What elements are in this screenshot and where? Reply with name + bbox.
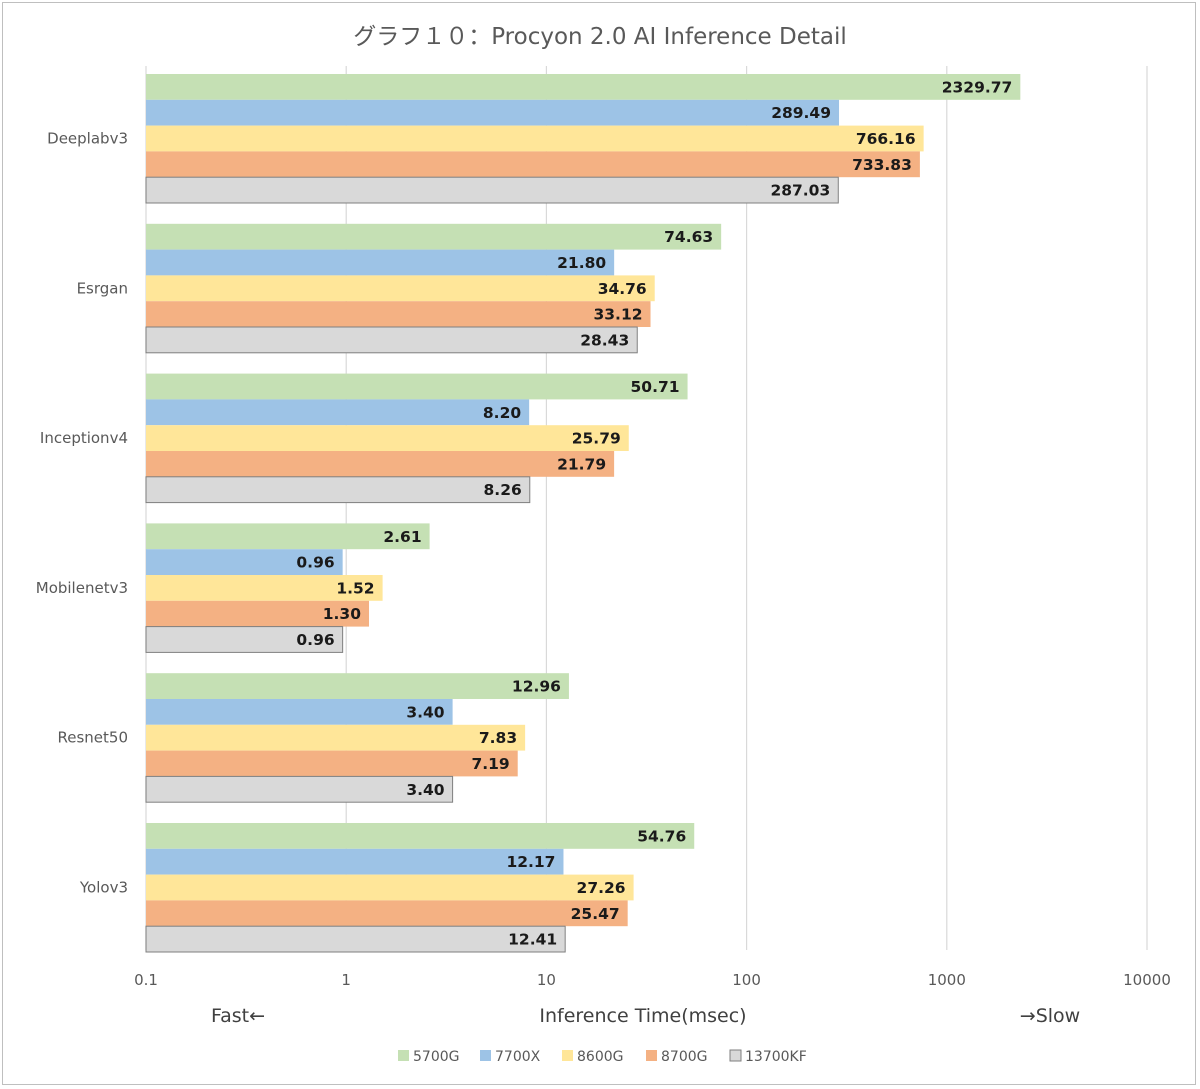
bar-5700G [146,673,569,699]
bar-8700G [146,301,651,327]
data-label: 8.20 [483,404,521,422]
bar-5700G [146,823,695,849]
data-label: 25.47 [571,905,620,923]
category-label: Inceptionv4 [40,429,128,447]
legend-label: 8600G [577,1049,623,1065]
data-label: 21.80 [557,254,606,272]
category-label: Resnet50 [58,729,129,747]
bar-8600G [146,125,924,152]
bar-8700G [146,900,628,927]
bar-13700KF [145,626,344,653]
x-tick-label: 100 [732,971,761,989]
data-label: 74.63 [664,228,713,246]
legend-swatch [729,1049,742,1062]
bar-8700G [146,151,920,178]
bar-7700X [146,549,343,575]
chart-title: グラフ１０：Procyon 2.0 AI Inference Detail [353,24,847,50]
x-axis-label: Inference Time(msec) [539,1005,746,1027]
data-label: 0.96 [296,554,334,572]
bar-13700KF [145,925,566,953]
data-label: 25.79 [572,430,621,448]
x-tick-label: 10 [537,971,556,989]
category-label: Esrgan [77,279,128,297]
data-label: 733.83 [852,156,912,174]
category-label: Yolov3 [79,879,128,897]
data-label: 12.41 [508,931,557,949]
bar-13700KF [145,476,531,504]
bar-5700G [146,373,688,400]
bar-7700X [146,699,453,725]
legend-swatch [646,1050,657,1061]
bar-8600G [146,575,383,601]
bar-5700G [146,223,722,250]
bar-8600G [146,425,629,451]
bar-8600G [146,724,526,751]
x-tick-labels: 0.1 1 10 100 1000 10000 [134,971,1171,989]
data-label: 0.96 [296,631,334,649]
data-label: 3.40 [406,703,444,721]
data-label: 27.26 [577,879,626,897]
bar-7700X [146,99,840,126]
data-label: 54.76 [637,827,686,845]
data-label: 3.40 [406,781,444,799]
x-tick-label: 0.1 [134,971,158,989]
data-label: 28.43 [580,331,629,349]
x-tick-label: 1000 [928,971,966,989]
data-label: 7.83 [479,729,517,747]
legend-label: 5700G [413,1049,459,1065]
bar-13700KF [145,176,839,204]
bar-7700X [146,848,564,875]
data-label: 2329.77 [942,78,1013,96]
slow-label: →Slow [1020,1005,1080,1027]
bar-8700G [146,451,615,477]
legend: 5700G 7700X 8600G 8700G 13700KF [398,1049,807,1065]
data-label: 1.52 [336,579,374,597]
data-label: 287.03 [770,182,830,200]
legend-swatch [398,1050,409,1061]
legend-label: 7700X [495,1049,541,1065]
legend-label: 8700G [661,1049,707,1065]
category-label: Mobilenetv3 [36,579,128,597]
data-label: 289.49 [771,104,831,122]
fast-label: Fast← [211,1005,265,1027]
bar-13700KF [145,775,454,803]
bar-5700G [146,523,430,550]
bar-8600G [146,874,634,901]
data-label: 2.61 [383,528,421,546]
data-label: 12.96 [512,678,561,696]
bar-8600G [146,275,655,302]
x-tick-label: 1 [341,971,351,989]
data-label: 33.12 [593,306,642,324]
legend-swatch [562,1050,573,1061]
bar-8700G [146,600,370,627]
data-label: 1.30 [323,605,361,623]
bar-7700X [146,399,530,426]
category-label: Deeplabv3 [47,130,128,148]
data-label: 34.76 [598,280,647,298]
bar-13700KF [145,326,638,354]
x-tick-label: 10000 [1123,971,1171,989]
data-label: 21.79 [557,455,606,473]
bars: 2329.77 289.49 766.16 733.83 287.03 74.63 21.8… [145,74,1021,953]
legend-label: 13700KF [745,1049,807,1065]
data-label: 12.17 [506,853,555,871]
data-label: 50.71 [631,378,680,396]
legend-swatch [480,1050,491,1061]
data-label: 7.19 [471,755,509,773]
bar-8700G [146,750,518,777]
data-label: 8.26 [484,481,522,499]
bar-5700G [146,74,1021,100]
category-labels: Deeplabv3 Esrgan Inceptionv4 Mobilenetv3 Res… [36,130,128,897]
data-label: 766.16 [856,130,916,148]
bar-7700X [146,249,615,276]
